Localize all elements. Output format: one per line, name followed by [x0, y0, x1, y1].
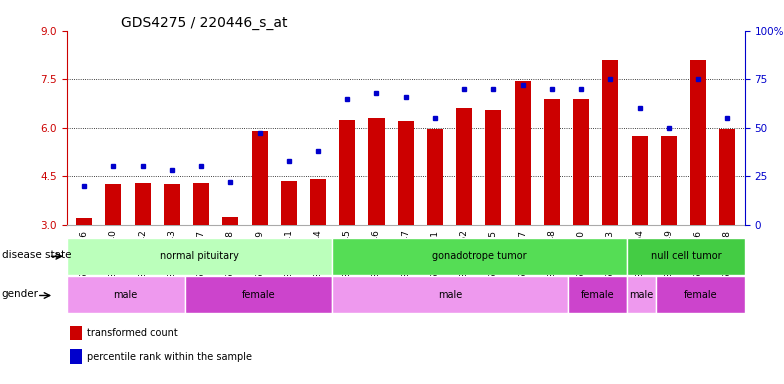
Bar	[514, 81, 531, 225]
Bar	[632, 136, 648, 225]
Bar	[67, 276, 184, 313]
Bar	[627, 238, 745, 275]
Bar	[252, 131, 267, 225]
Bar	[690, 60, 706, 225]
Bar	[281, 181, 297, 225]
Bar	[310, 179, 326, 225]
Bar	[456, 108, 472, 225]
Text: disease state: disease state	[2, 250, 71, 260]
Text: null cell tumor: null cell tumor	[651, 251, 721, 262]
Text: GDS4275 / 220446_s_at: GDS4275 / 220446_s_at	[121, 16, 288, 30]
Text: male: male	[114, 290, 138, 300]
Text: female: female	[581, 290, 614, 300]
Bar	[602, 60, 619, 225]
Bar	[573, 99, 589, 225]
Bar	[397, 121, 414, 225]
Text: male: male	[437, 290, 462, 300]
Text: gonadotrope tumor: gonadotrope tumor	[432, 251, 527, 262]
Bar	[76, 218, 93, 225]
Text: normal pituitary: normal pituitary	[160, 251, 239, 262]
Text: transformed count: transformed count	[87, 328, 178, 338]
Bar	[656, 276, 745, 313]
Bar	[661, 136, 677, 225]
Bar	[67, 238, 332, 275]
Bar	[70, 349, 82, 364]
Bar	[184, 276, 332, 313]
Bar	[368, 118, 384, 225]
Bar	[332, 238, 627, 275]
Bar	[193, 183, 209, 225]
Bar	[719, 129, 735, 225]
Text: male: male	[630, 290, 654, 300]
Bar	[627, 276, 656, 313]
Bar	[339, 119, 355, 225]
Text: gender: gender	[2, 289, 38, 299]
Text: percentile rank within the sample: percentile rank within the sample	[87, 352, 252, 362]
Bar	[568, 276, 627, 313]
Bar	[427, 129, 443, 225]
Text: female: female	[684, 290, 717, 300]
Bar	[544, 99, 560, 225]
Text: female: female	[241, 290, 275, 300]
Bar	[332, 276, 568, 313]
Bar	[70, 325, 82, 340]
Bar	[105, 184, 122, 225]
Bar	[164, 184, 180, 225]
Bar	[223, 217, 238, 225]
Bar	[135, 183, 151, 225]
Bar	[485, 110, 502, 225]
